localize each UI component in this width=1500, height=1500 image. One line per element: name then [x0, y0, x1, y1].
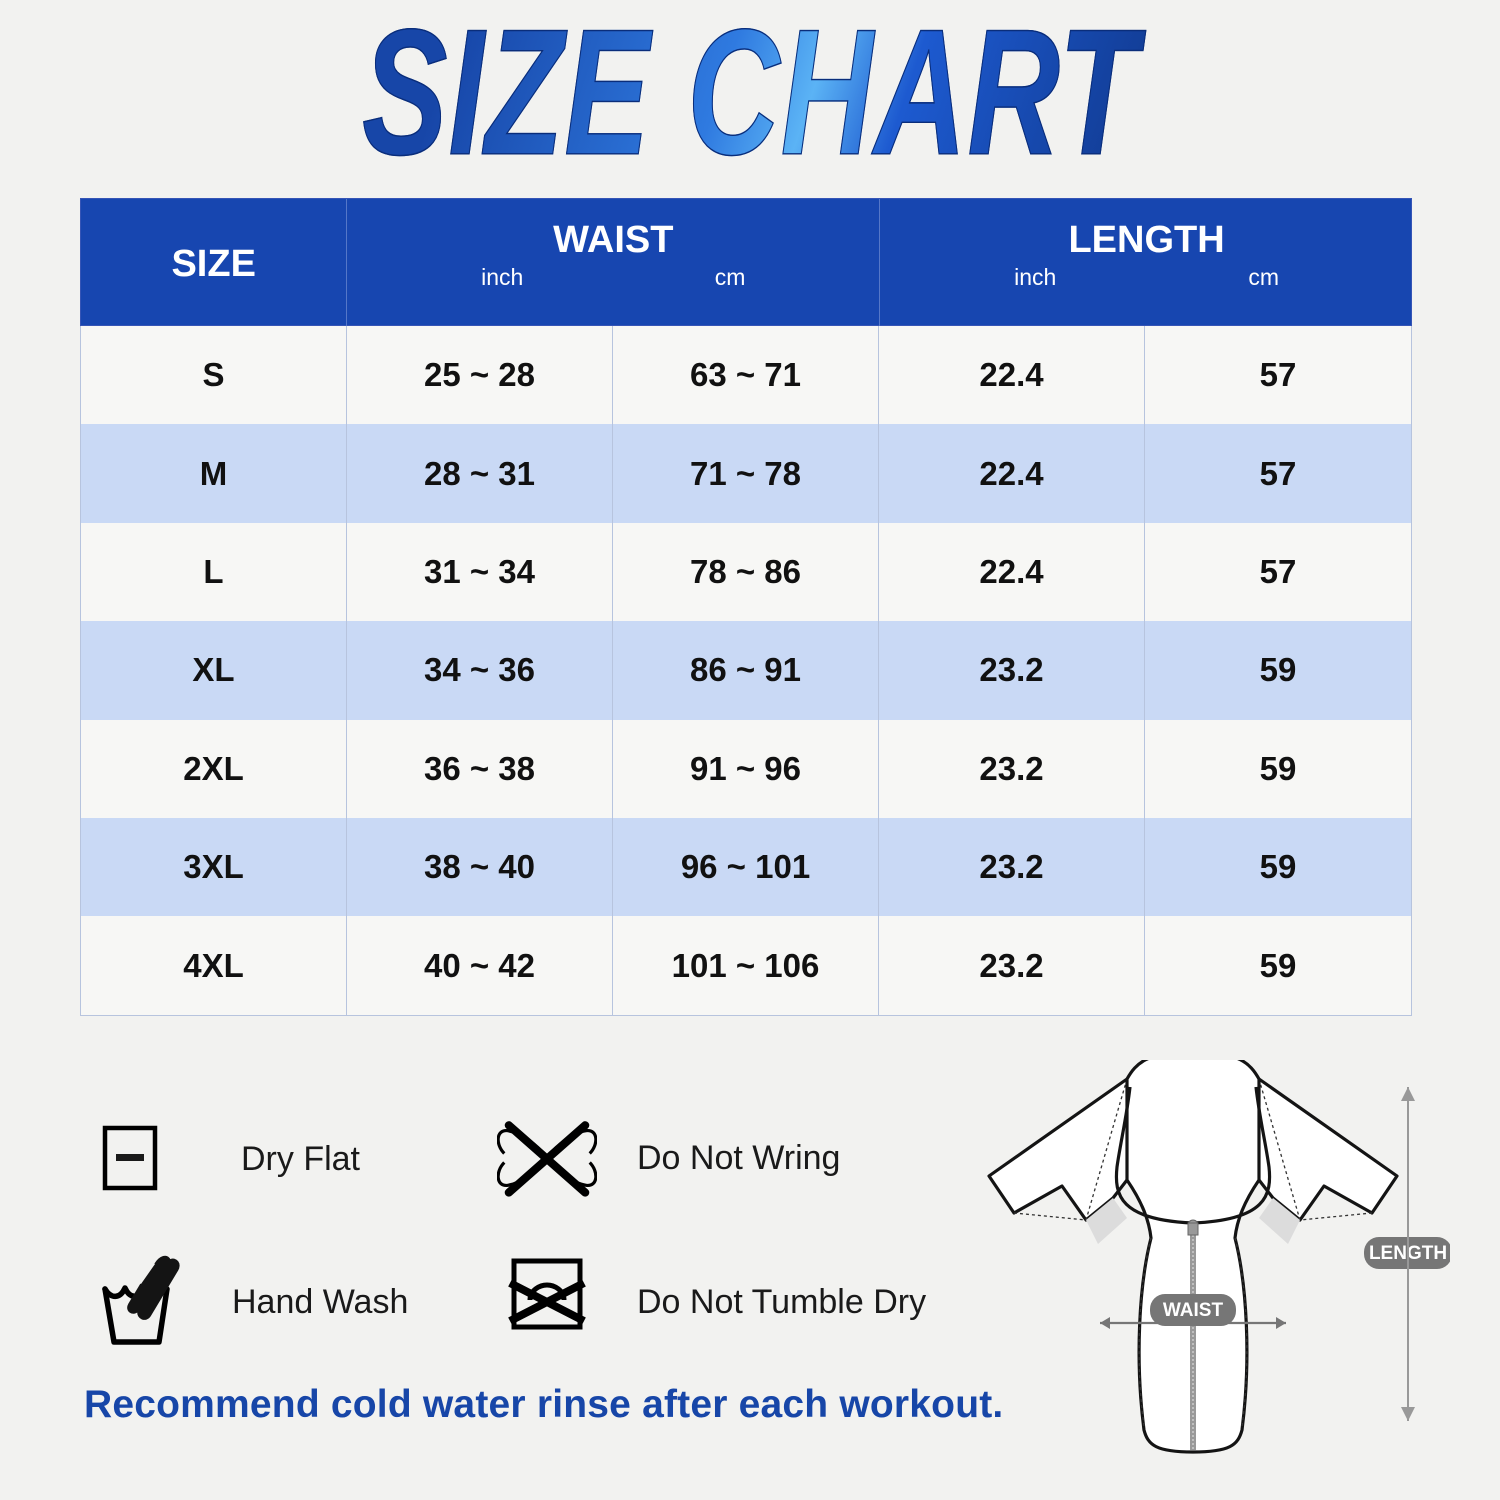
svg-text:WAIST: WAIST — [1163, 1300, 1224, 1321]
